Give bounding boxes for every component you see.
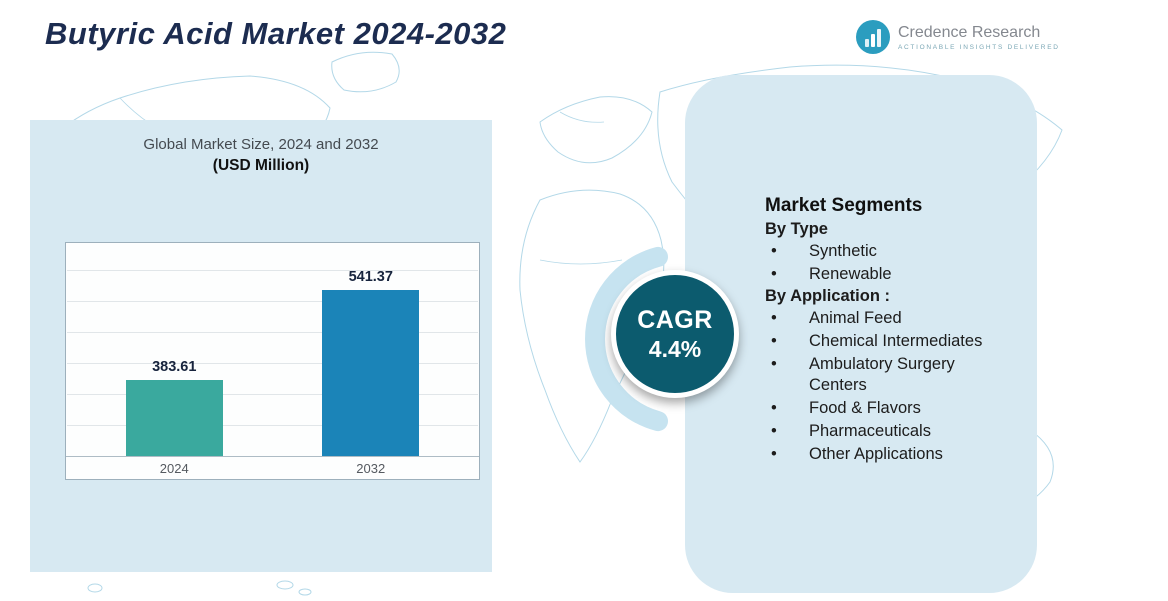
logo-tagline: Actionable Insights Delivered	[898, 43, 1060, 51]
x-label-2032: 2032	[356, 461, 386, 476]
x-label-2024: 2024	[159, 461, 189, 476]
market-segments-content: Market Segments By Type Synthetic Renewa…	[765, 195, 1017, 467]
chart-bars: 383.61 541.37	[76, 269, 469, 456]
segment-item: Ambulatory Surgery Centers	[765, 354, 1017, 396]
chart-axis-line	[66, 456, 479, 457]
by-type-list: Synthetic Renewable	[765, 241, 1017, 285]
chart-x-axis-labels: 2024 2032	[76, 461, 469, 476]
segment-item: Chemical Intermediates	[765, 331, 1017, 352]
logo-brand-text: Credence Research	[898, 23, 1041, 41]
segment-item: Synthetic	[765, 241, 1017, 262]
cagr-crescent-arc	[585, 246, 668, 432]
bar-value-2032: 541.37	[348, 269, 393, 285]
bar-2024	[125, 380, 223, 456]
segment-group-by-type: By Type	[765, 220, 828, 238]
bar-2032	[322, 290, 420, 456]
bar-value-2024: 383.61	[152, 359, 197, 375]
segment-item: Other Applications	[765, 444, 1017, 465]
segment-item: Pharmaceuticals	[765, 421, 1017, 442]
page-title: Butyric Acid Market 2024-2032	[45, 16, 507, 51]
cagr-label: CAGR	[637, 305, 713, 334]
segment-item: Animal Feed	[765, 308, 1017, 329]
credence-research-logo: Credence Research Actionable Insights De…	[856, 20, 1060, 54]
segments-heading: Market Segments	[765, 195, 923, 216]
segment-item: Renewable	[765, 264, 1017, 285]
chart-title: Global Market Size, 2024 and 2032	[143, 136, 379, 153]
segment-item: Food & Flavors	[765, 398, 1017, 419]
chart-heading: Global Market Size, 2024 and 2032 (USD M…	[30, 120, 492, 175]
bar-group-2024: 383.61	[76, 359, 273, 456]
by-application-list: Animal Feed Chemical Intermediates Ambul…	[765, 308, 1017, 465]
cagr-badge: CAGR 4.4%	[611, 270, 739, 398]
bar-chart: 383.61 541.37 2024 2032	[65, 242, 480, 480]
bar-chart-circle-icon	[856, 20, 890, 54]
market-segments-panel: Market Segments By Type Synthetic Renewa…	[685, 75, 1037, 593]
market-size-panel: Global Market Size, 2024 and 2032 (USD M…	[30, 120, 492, 572]
segment-group-by-application: By Application :	[765, 287, 890, 305]
cagr-value: 4.4%	[648, 335, 702, 362]
chart-subtitle: (USD Million)	[212, 157, 310, 174]
bar-group-2032: 541.37	[273, 269, 470, 456]
